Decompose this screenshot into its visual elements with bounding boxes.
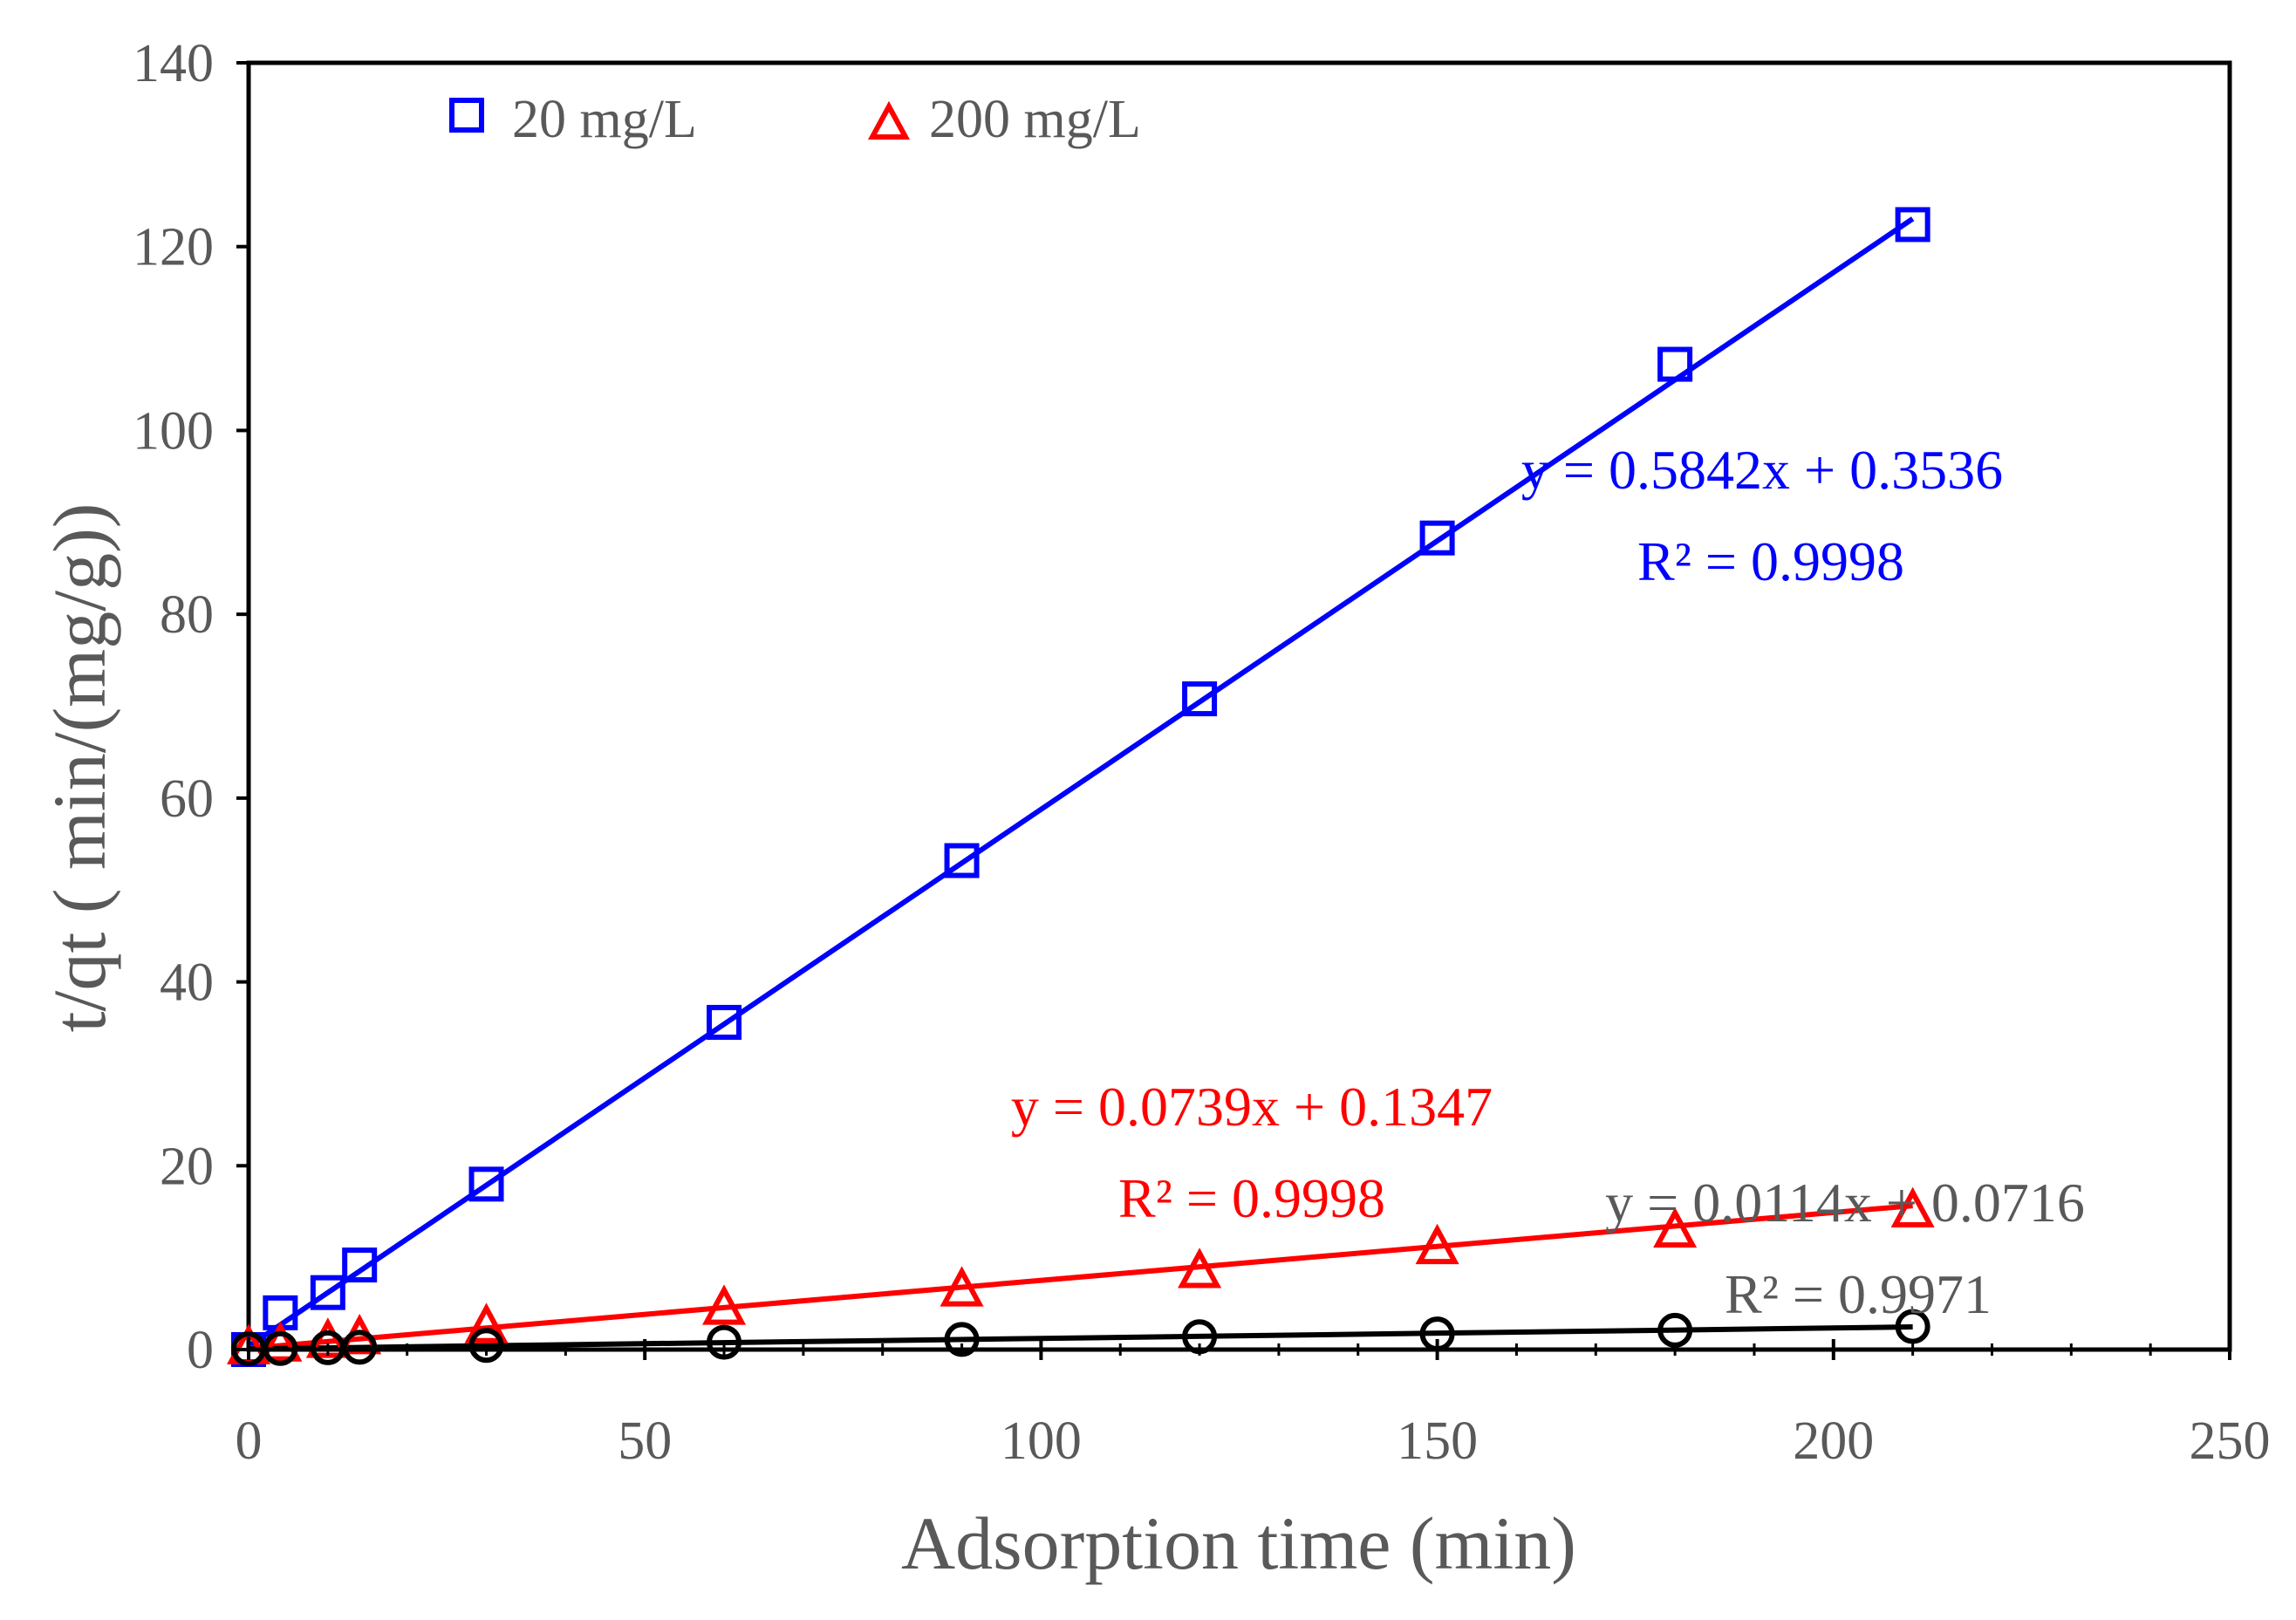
red-fit-equation: y = 0.0739x + 0.1347 [1011,1076,1493,1138]
y-tick-label: 100 [133,401,214,461]
y-tick-label: 40 [160,954,214,1013]
y-tick-label: 80 [160,585,214,645]
fit-line-series-1 [248,1203,1913,1351]
x-tick-label: 250 [2190,1412,2271,1471]
data-point-square [342,1247,378,1283]
data-point-triangle [940,1266,984,1307]
data-point-square [310,1275,345,1310]
x-tick-label: 150 [1397,1412,1478,1471]
y-axis: 0 20 40 60 80 100 120 140 [133,34,249,1380]
legend-label-200mgl: 200 mg/L [929,90,1141,149]
x-tick-label: 200 [1793,1412,1874,1471]
data-point-triangle [464,1302,509,1343]
data-point-square [1895,207,1930,243]
data-point-triangle [702,1284,747,1325]
y-tick-label: 20 [160,1137,214,1196]
y-axis-title: t/qt ( min/(mg/g)) [38,503,121,1033]
data-point-triangle [1178,1247,1222,1288]
fit-line-series-2 [248,1324,1913,1352]
data-point-square [1419,520,1455,556]
legend: 20 mg/L 200 mg/L [449,90,1141,149]
y-tick-label: 140 [133,34,214,93]
plot-area-frame [246,60,2232,1352]
fit-lines [247,216,1915,1352]
red-fit-r2: R² = 0.9998 [1118,1167,1385,1229]
y-tick-label: 120 [133,218,214,277]
data-point-square [707,1004,742,1040]
data-point-circle [1895,1309,1930,1344]
data-point-square [1182,681,1218,717]
data-point-triangle [258,1321,303,1362]
x-tick-label: 100 [1001,1412,1082,1471]
y-tick-label: 60 [160,769,214,829]
blue-fit-equation: y = 0.5842x + 0.3536 [1521,439,2003,501]
data-point-square [944,843,980,878]
data-point-triangle [1415,1223,1459,1265]
legend-square-marker [449,98,484,133]
x-axis: 0 50 100 150 200 250 [236,1339,2271,1471]
legend-triangle-marker [867,100,911,140]
x-axis-title: Adsorption time (min) [901,1501,1576,1585]
black-fit-r2: R² = 0.9971 [1725,1263,1992,1325]
black-fit-equation: y = 0.0114x + 0.0716 [1605,1172,2085,1234]
data-point-square [468,1166,504,1202]
y-tick-label: 0 [187,1321,214,1380]
x-tick-label: 0 [236,1412,263,1471]
data-point-square [1657,346,1693,382]
data-point-circle [707,1324,742,1360]
blue-fit-r2: R² = 0.9998 [1637,530,1904,592]
legend-label-20mgl: 20 mg/L [512,90,697,149]
data-point-circle [468,1328,504,1364]
fit-line-series-0 [247,216,1915,1349]
data-point-circle [342,1329,378,1365]
x-tick-label: 50 [618,1412,672,1471]
data-point-triangle [1890,1186,1935,1227]
data-point-triangle [1653,1206,1698,1248]
